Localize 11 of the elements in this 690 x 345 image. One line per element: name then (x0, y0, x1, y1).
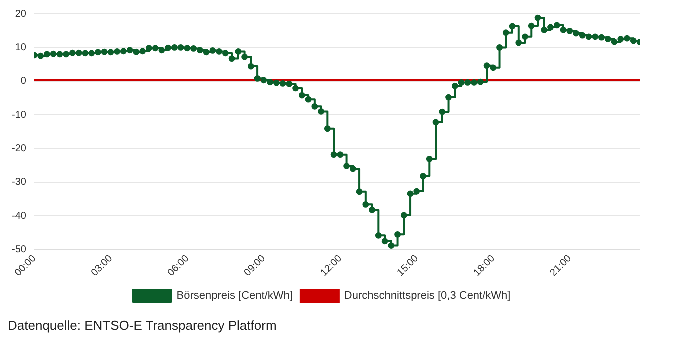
y-tick-label: 10 (15, 42, 27, 54)
y-tick-label: -40 (12, 210, 27, 222)
y-tick-label: -30 (12, 177, 27, 188)
y-tick-label: -20 (12, 144, 27, 155)
y-tick-label: 0 (20, 76, 27, 88)
y-tick-label: -50 (12, 244, 27, 256)
y-tick-label: 20 (15, 8, 27, 20)
legend-label: Börsenpreis [Cent/kWh] (176, 290, 293, 302)
text: Datenquelle: ENTSO-E Transparency Platform (8, 318, 277, 333)
y-tick-label: -10 (12, 110, 27, 121)
legend-label: Durchschnittspreis [0,3 Cent/kWh] (344, 290, 511, 302)
